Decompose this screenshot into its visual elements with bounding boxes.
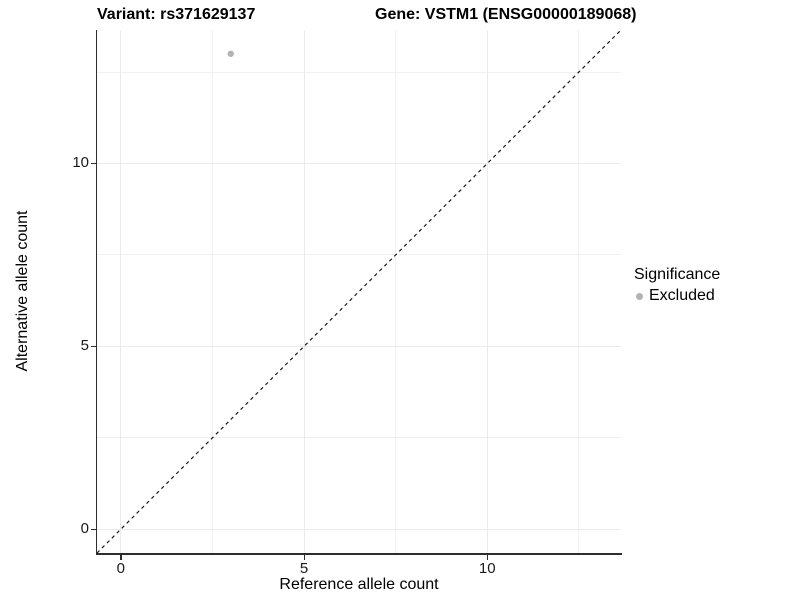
legend-items: Excluded (634, 287, 720, 305)
y-tick-label: 0 (80, 520, 89, 538)
x-minor-gridline (578, 30, 580, 553)
y-major-gridline (97, 528, 621, 530)
gene-title: Gene: VSTM1 (ENSG00000189068) (375, 6, 637, 23)
legend-title: Significance (634, 266, 721, 283)
x-major-gridline (303, 30, 305, 553)
y-axis-tick (90, 528, 96, 530)
x-tick-label: 0 (116, 560, 125, 577)
legend-item-label: Excluded (649, 287, 715, 304)
x-axis-tick (486, 554, 488, 560)
x-axis-line (95, 553, 622, 555)
y-minor-gridline (97, 71, 621, 73)
y-major-gridline (97, 345, 621, 347)
x-axis-tick (303, 554, 305, 560)
data-point (227, 50, 234, 57)
identity-line (96, 29, 622, 554)
x-minor-gridline (395, 30, 397, 553)
legend-point-icon (636, 292, 643, 300)
x-axis-title: Reference allele count (279, 576, 439, 593)
plot-panel (96, 29, 622, 554)
y-axis-tick (90, 162, 96, 165)
x-axis-tick (120, 554, 122, 560)
y-tick-label: 10 (72, 154, 89, 172)
y-axis-title: Alternative allele count (14, 210, 31, 372)
x-tick-label: 5 (299, 560, 309, 577)
legend: Significance Excluded (634, 266, 720, 305)
chart-marks-layer (96, 29, 622, 554)
y-minor-gridline (97, 437, 621, 439)
x-tick-label: 10 (478, 560, 496, 577)
x-major-gridline (486, 30, 488, 553)
y-minor-gridline (97, 254, 621, 256)
legend-item: Excluded (634, 287, 720, 305)
y-axis-tick (90, 345, 96, 348)
y-major-gridline (97, 162, 621, 164)
y-axis-line (95, 30, 97, 555)
x-major-gridline (120, 30, 122, 553)
variant-title: Variant: rs371629137 (97, 6, 256, 23)
y-tick-label: 5 (80, 337, 89, 355)
x-minor-gridline (211, 30, 213, 553)
